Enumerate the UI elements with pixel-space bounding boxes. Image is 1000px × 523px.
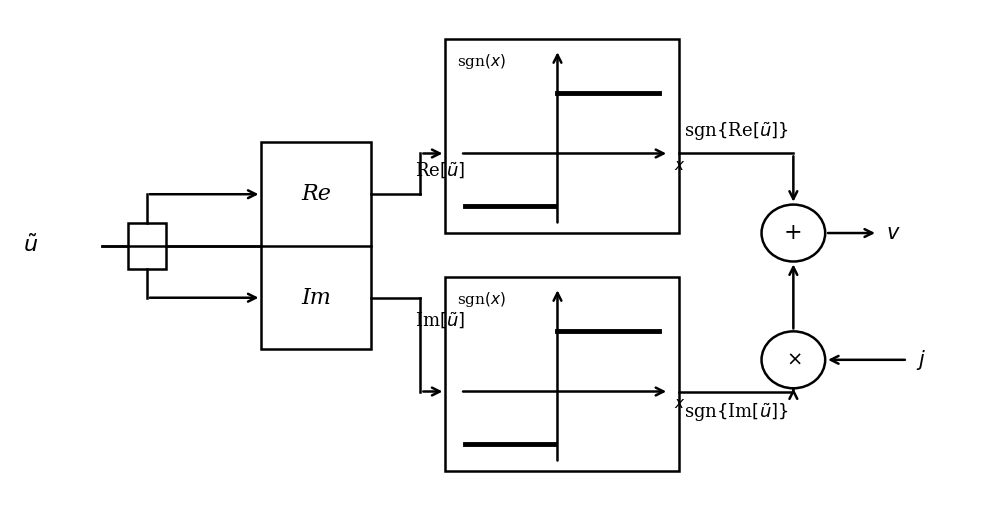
- Text: sgn$\{$Re$[\tilde{u}]\}$: sgn$\{$Re$[\tilde{u}]\}$: [684, 121, 789, 143]
- Text: Re: Re: [301, 183, 331, 205]
- Bar: [261, 142, 371, 349]
- Text: Im$[\tilde{u}]$: Im$[\tilde{u}]$: [415, 311, 466, 331]
- Text: $j$: $j$: [916, 348, 926, 372]
- Text: $v$: $v$: [886, 223, 900, 243]
- Bar: [445, 277, 679, 471]
- Text: sgn$(x)$: sgn$(x)$: [457, 52, 506, 71]
- Bar: [445, 39, 679, 233]
- Text: +: +: [784, 222, 803, 244]
- Text: sgn$\{$Im$[\tilde{u}]\}$: sgn$\{$Im$[\tilde{u}]\}$: [684, 402, 789, 424]
- Text: $x$: $x$: [674, 396, 686, 411]
- Text: Im: Im: [301, 287, 331, 309]
- Text: Re$[\tilde{u}]$: Re$[\tilde{u}]$: [415, 161, 466, 181]
- Text: $\tilde{u}$: $\tilde{u}$: [23, 235, 38, 257]
- Text: $\times$: $\times$: [786, 351, 801, 369]
- Text: $x$: $x$: [674, 158, 686, 173]
- Bar: [128, 223, 166, 269]
- Text: sgn$(x)$: sgn$(x)$: [457, 290, 506, 309]
